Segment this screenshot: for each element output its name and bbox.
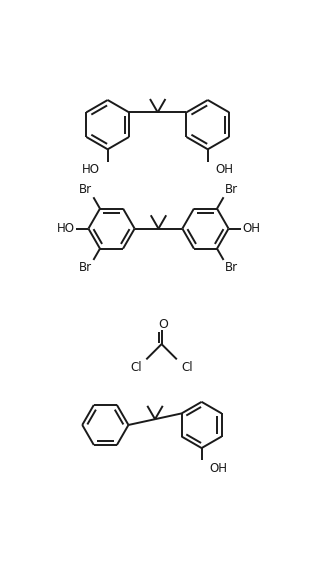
Text: O: O [158, 318, 168, 332]
Text: Cl: Cl [182, 361, 193, 374]
Text: HO: HO [82, 163, 100, 176]
Text: OH: OH [242, 222, 260, 235]
Text: Br: Br [225, 261, 238, 274]
Text: Br: Br [79, 183, 92, 196]
Text: Br: Br [79, 261, 92, 274]
Text: HO: HO [57, 222, 74, 235]
Text: Br: Br [225, 183, 238, 196]
Text: Cl: Cl [130, 361, 142, 374]
Text: OH: OH [215, 163, 233, 176]
Text: OH: OH [209, 462, 227, 475]
